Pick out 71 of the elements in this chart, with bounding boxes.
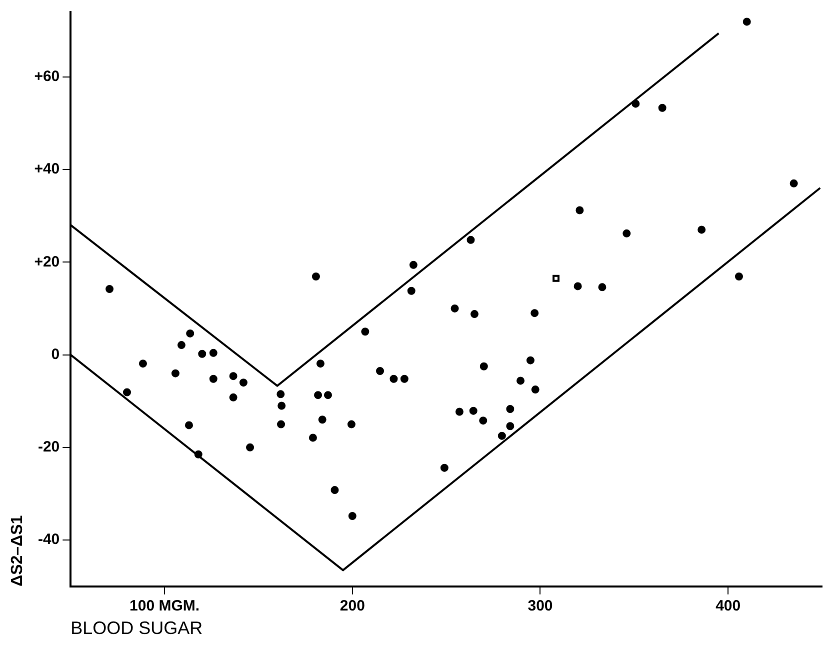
y-axis-title: ΔS2–ΔS1 xyxy=(9,515,26,586)
x-tick-label: 200 xyxy=(340,598,365,615)
point xyxy=(470,310,478,318)
point xyxy=(186,329,194,338)
point xyxy=(390,374,398,383)
x-tick-label: 300 xyxy=(528,598,553,615)
point xyxy=(498,432,506,440)
point xyxy=(318,416,326,424)
point xyxy=(480,362,488,370)
point xyxy=(177,341,186,350)
point xyxy=(506,422,514,430)
point xyxy=(324,391,332,400)
point xyxy=(742,18,751,26)
y-tick-label: +20 xyxy=(34,253,60,270)
point xyxy=(734,272,743,280)
point xyxy=(552,274,560,282)
point xyxy=(246,443,254,452)
point xyxy=(209,348,218,357)
point xyxy=(106,285,114,294)
point xyxy=(184,421,193,430)
point xyxy=(376,367,384,375)
point xyxy=(440,464,448,472)
point xyxy=(400,374,408,383)
point xyxy=(209,374,218,383)
point xyxy=(790,179,798,188)
point xyxy=(314,391,322,400)
y-tick-label: -20 xyxy=(38,438,60,456)
point xyxy=(574,282,582,290)
point xyxy=(598,283,606,292)
point xyxy=(632,100,640,108)
point xyxy=(348,512,356,520)
point xyxy=(576,206,584,214)
point xyxy=(276,390,285,398)
point xyxy=(526,356,534,364)
point xyxy=(239,378,248,387)
point xyxy=(530,309,539,318)
y-tick-label: -40 xyxy=(38,531,60,548)
point xyxy=(316,360,324,368)
y-tick-label: +60 xyxy=(34,68,60,85)
point xyxy=(466,236,475,244)
point xyxy=(361,328,370,336)
point xyxy=(622,229,631,238)
point xyxy=(450,304,459,312)
x-axis-title: BLOOD SUGAR xyxy=(70,618,203,638)
point xyxy=(455,408,464,416)
point xyxy=(308,434,317,442)
point xyxy=(278,402,286,410)
point xyxy=(469,406,478,415)
point xyxy=(531,386,540,394)
x-tick-label: 400 xyxy=(716,598,741,615)
point xyxy=(229,372,238,380)
point xyxy=(138,360,147,368)
point xyxy=(658,104,666,112)
point xyxy=(122,388,131,396)
point xyxy=(479,416,488,425)
point xyxy=(330,486,339,494)
point xyxy=(409,260,418,269)
point xyxy=(171,369,180,378)
point xyxy=(347,420,356,428)
point xyxy=(194,450,202,458)
y-tick-label: +40 xyxy=(34,160,60,178)
point xyxy=(506,404,514,413)
point xyxy=(198,350,206,358)
point xyxy=(229,393,238,402)
point xyxy=(277,420,286,428)
point xyxy=(312,272,320,280)
x-tick-label: 100 MGM. xyxy=(130,598,200,615)
point xyxy=(407,286,416,295)
y-tick-label: 0 xyxy=(51,346,60,363)
point xyxy=(516,376,525,385)
point xyxy=(698,226,706,234)
